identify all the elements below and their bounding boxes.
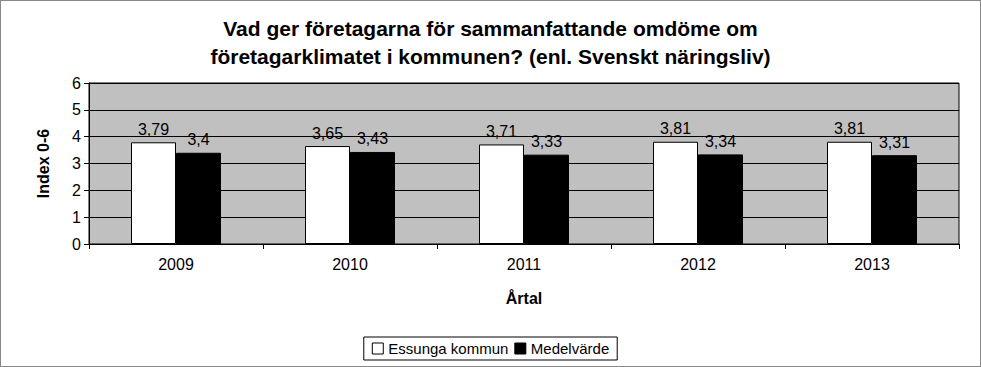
svg-text:3,43: 3,43 [357, 130, 388, 147]
svg-text:3,4: 3,4 [187, 131, 209, 148]
svg-text:2: 2 [72, 182, 81, 199]
svg-text:2010: 2010 [332, 256, 368, 273]
svg-text:3,81: 3,81 [660, 120, 691, 137]
svg-text:3,79: 3,79 [138, 121, 169, 138]
svg-text:3,34: 3,34 [705, 133, 736, 150]
svg-text:2012: 2012 [680, 256, 716, 273]
svg-text:2009: 2009 [158, 256, 194, 273]
svg-text:Vad ger företagarna för samman: Vad ger företagarna för sammanfattande o… [223, 17, 757, 40]
svg-text:2013: 2013 [854, 256, 890, 273]
svg-text:1: 1 [72, 209, 81, 226]
svg-text:Index 0-6: Index 0-6 [35, 129, 52, 198]
svg-text:företagarklimatet i kommunen?: företagarklimatet i kommunen? (enl. Sven… [210, 45, 770, 68]
svg-text:2011: 2011 [507, 256, 542, 273]
svg-text:3,65: 3,65 [312, 125, 343, 142]
svg-text:Medelvärde: Medelvärde [531, 340, 609, 357]
svg-text:3,81: 3,81 [834, 120, 865, 137]
svg-text:3,31: 3,31 [879, 134, 910, 151]
svg-text:Årtal: Årtal [506, 289, 542, 307]
svg-text:0: 0 [72, 236, 81, 253]
svg-text:5: 5 [72, 101, 81, 118]
svg-text:Essunga kommun: Essunga kommun [388, 340, 508, 357]
svg-text:3: 3 [72, 155, 81, 172]
svg-text:3,33: 3,33 [531, 133, 562, 150]
svg-text:6: 6 [72, 75, 81, 92]
svg-text:3,71: 3,71 [486, 123, 517, 140]
svg-text:4: 4 [72, 128, 81, 145]
